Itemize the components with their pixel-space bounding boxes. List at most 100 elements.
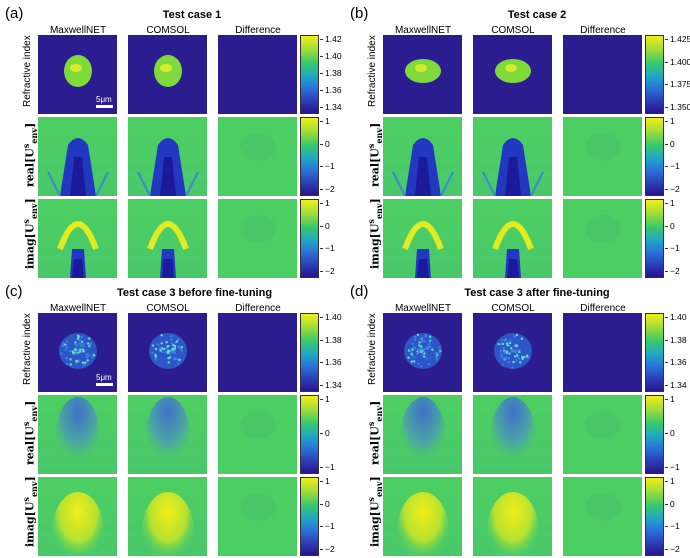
image-ri-comsol bbox=[128, 313, 207, 392]
colorbar-tick: −1 bbox=[325, 161, 335, 171]
row-label-imag: imag[Usenv] bbox=[366, 476, 384, 547]
image-imag-difference bbox=[563, 199, 642, 278]
panel-label: (d) bbox=[350, 283, 368, 300]
colorbar-tick: 1 bbox=[325, 198, 330, 208]
colorbar-tick: 1 bbox=[325, 116, 330, 126]
colorbar-tick: −1 bbox=[325, 462, 335, 472]
image-imag-difference bbox=[218, 477, 297, 556]
colorbar-tick: 1 bbox=[670, 116, 675, 126]
row-label-refractive-index: Refractive index bbox=[22, 35, 33, 107]
colorbar-imag bbox=[645, 477, 664, 556]
colorbar-tick: 1 bbox=[325, 476, 330, 486]
panel-label: (a) bbox=[5, 5, 23, 22]
image-real-maxwellnet bbox=[383, 117, 462, 196]
image-ri-maxwellnet bbox=[383, 35, 462, 114]
colorbar-tick: 0 bbox=[325, 221, 330, 231]
row-label-refractive-index: Refractive index bbox=[367, 35, 378, 107]
image-imag-comsol bbox=[473, 199, 552, 278]
panel-title: Test case 1 bbox=[117, 9, 267, 21]
panel-label: (b) bbox=[350, 5, 368, 22]
row-label-real: real[Usenv] bbox=[21, 123, 39, 187]
row-label-imag: imag[Usenv] bbox=[366, 198, 384, 269]
image-real-maxwellnet bbox=[38, 117, 117, 196]
image-ri-difference bbox=[563, 313, 642, 392]
colorbar-tick: −1 bbox=[670, 243, 680, 253]
figure-panel-2: (c) Test case 3 before fine-tuning Maxwell… bbox=[5, 283, 340, 558]
image-real-comsol bbox=[473, 395, 552, 474]
image-real-maxwellnet bbox=[38, 395, 117, 474]
colorbar-tick: −2 bbox=[670, 266, 680, 276]
colorbar-tick: 1.36 bbox=[325, 85, 342, 95]
colorbar-tick: −1 bbox=[670, 161, 680, 171]
colorbar-tick: 1.34 bbox=[325, 380, 342, 390]
row-label-imag: imag[Usenv] bbox=[21, 476, 39, 547]
row-label-real: real[Usenv] bbox=[366, 401, 384, 465]
panel-label: (c) bbox=[5, 283, 23, 300]
colorbar-tick: 1 bbox=[670, 198, 675, 208]
colorbar-ri bbox=[300, 35, 319, 114]
colorbar-tick: 0 bbox=[670, 221, 675, 231]
image-real-difference bbox=[563, 395, 642, 474]
scale-bar-label: 5μm bbox=[96, 373, 112, 382]
colorbar-tick: 1 bbox=[670, 476, 675, 486]
image-imag-maxwellnet bbox=[38, 477, 117, 556]
image-real-maxwellnet bbox=[383, 395, 462, 474]
image-real-comsol bbox=[128, 395, 207, 474]
colorbar-tick: 1.375 bbox=[670, 79, 690, 89]
image-imag-comsol bbox=[128, 477, 207, 556]
colorbar-tick: 1.34 bbox=[325, 102, 342, 112]
row-label-real: real[Usenv] bbox=[366, 123, 384, 187]
colorbar-tick: −2 bbox=[325, 266, 335, 276]
panel-title: Test case 3 after fine-tuning bbox=[462, 287, 612, 299]
colorbar-tick: 1 bbox=[325, 394, 330, 404]
colorbar-tick: −2 bbox=[670, 184, 680, 194]
colorbar-tick: 0 bbox=[325, 428, 330, 438]
figure-panel-3: (d) Test case 3 after fine-tuning MaxwellN… bbox=[350, 283, 685, 558]
colorbar-ri bbox=[645, 35, 664, 114]
colorbar-tick: 0 bbox=[325, 139, 330, 149]
image-ri-difference bbox=[218, 313, 297, 392]
image-real-difference bbox=[563, 117, 642, 196]
colorbar-imag bbox=[645, 199, 664, 278]
colorbar-imag bbox=[300, 477, 319, 556]
panel-title: Test case 3 before fine-tuning bbox=[117, 287, 267, 299]
colorbar-tick: −1 bbox=[670, 462, 680, 472]
colorbar-real bbox=[300, 395, 319, 474]
colorbar-tick: 1.38 bbox=[670, 335, 687, 345]
colorbar-tick: 0 bbox=[325, 499, 330, 509]
image-imag-difference bbox=[218, 199, 297, 278]
figure-panel-0: (a) Test case 1 MaxwellNET COMSOL Difference… bbox=[5, 5, 340, 280]
row-label-imag: imag[Usenv] bbox=[21, 198, 39, 269]
image-real-comsol bbox=[128, 117, 207, 196]
colorbar-real bbox=[645, 117, 664, 196]
image-ri-comsol bbox=[473, 313, 552, 392]
colorbar-tick: 1.38 bbox=[325, 335, 342, 345]
colorbar-tick: 1.36 bbox=[670, 357, 687, 367]
colorbar-tick: 1.34 bbox=[670, 380, 687, 390]
image-real-difference bbox=[218, 117, 297, 196]
colorbar-tick: −2 bbox=[325, 184, 335, 194]
image-imag-comsol bbox=[128, 199, 207, 278]
image-ri-difference bbox=[563, 35, 642, 114]
colorbar-tick: −1 bbox=[325, 521, 335, 531]
colorbar-tick: 1.425 bbox=[670, 34, 690, 44]
colorbar-tick: 1.42 bbox=[325, 34, 342, 44]
scale-bar-label: 5μm bbox=[96, 95, 112, 104]
colorbar-tick: 1.40 bbox=[325, 312, 342, 322]
colorbar-tick: −1 bbox=[670, 521, 680, 531]
colorbar-imag bbox=[300, 199, 319, 278]
colorbar-tick: 1.36 bbox=[325, 357, 342, 367]
image-ri-comsol bbox=[473, 35, 552, 114]
image-imag-maxwellnet bbox=[383, 477, 462, 556]
colorbar-tick: 1.350 bbox=[670, 102, 690, 112]
image-imag-difference bbox=[563, 477, 642, 556]
colorbar-tick: 0 bbox=[670, 139, 675, 149]
figure-panel-1: (b) Test case 2 MaxwellNET COMSOL Difference… bbox=[350, 5, 685, 280]
row-label-real: real[Usenv] bbox=[21, 401, 39, 465]
colorbar-tick: 1.40 bbox=[670, 312, 687, 322]
colorbar-tick: −2 bbox=[325, 544, 335, 554]
image-imag-comsol bbox=[473, 477, 552, 556]
colorbar-tick: 1.38 bbox=[325, 68, 342, 78]
colorbar-tick: 0 bbox=[670, 499, 675, 509]
image-ri-difference bbox=[218, 35, 297, 114]
